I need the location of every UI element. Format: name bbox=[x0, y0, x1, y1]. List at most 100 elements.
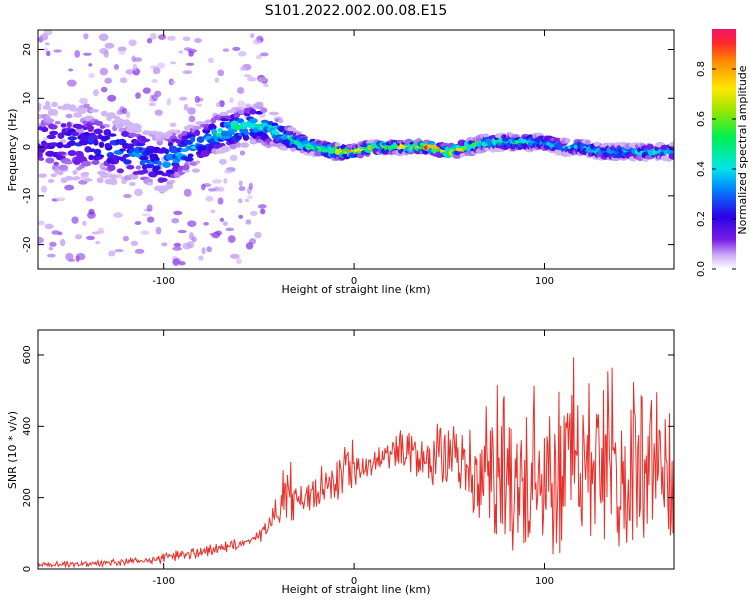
heatmap-noise-blob bbox=[172, 258, 180, 266]
heatmap-blob bbox=[152, 165, 161, 171]
heatmap-blob bbox=[44, 118, 55, 123]
heatmap-blob bbox=[60, 123, 67, 128]
snr-ticks: -100 0 100 0 200 400 600 bbox=[22, 330, 674, 587]
colorbar-gradient bbox=[712, 29, 736, 269]
heatmap-noise-blob bbox=[191, 168, 200, 173]
heatmap-noise-blob bbox=[173, 210, 183, 216]
x-tick-label: 0 bbox=[351, 276, 357, 287]
heatmap-blob bbox=[139, 155, 149, 161]
heatmap-noise-blob bbox=[118, 50, 126, 55]
heatmap-noise-blob bbox=[247, 195, 253, 200]
heatmap-blob bbox=[194, 160, 201, 164]
heatmap-blob bbox=[255, 110, 263, 115]
heatmap-blob bbox=[217, 128, 223, 133]
heatmap-blob bbox=[126, 143, 135, 149]
heatmap-blob bbox=[49, 130, 59, 136]
heatmap-noise-blob bbox=[68, 68, 74, 72]
heatmap-blob bbox=[68, 140, 76, 146]
heatmap-blob bbox=[250, 118, 258, 124]
heatmap-noise-blob bbox=[182, 242, 192, 250]
heatmap-noise-blob bbox=[99, 47, 109, 55]
heatmap-blob bbox=[120, 156, 127, 162]
heatmap-blob bbox=[669, 141, 674, 149]
heatmap-noise-blob bbox=[85, 195, 94, 202]
heatmap-noise-blob bbox=[51, 230, 61, 235]
heatmap-noise-blob bbox=[88, 73, 95, 79]
snr-series-line bbox=[38, 357, 674, 569]
heatmap-blob bbox=[220, 145, 231, 153]
heatmap-noise-blob bbox=[246, 76, 257, 82]
heatmap-noise-blob bbox=[64, 184, 75, 191]
heatmap-blob bbox=[166, 130, 172, 136]
heatmap-noise-blob bbox=[146, 37, 153, 44]
y-tick-label: 200 bbox=[22, 488, 33, 507]
heatmap-blob bbox=[38, 104, 41, 110]
heatmap-blob bbox=[48, 142, 59, 147]
heatmap-blob bbox=[108, 174, 119, 180]
heatmap-noise-blob bbox=[104, 42, 115, 49]
heatmap-blob bbox=[99, 174, 109, 178]
heatmap-noise-blob bbox=[113, 212, 123, 219]
heatmap-noise-blob bbox=[182, 36, 191, 42]
heatmap-blob bbox=[229, 128, 238, 133]
heatmap-blob bbox=[116, 168, 124, 174]
heatmap-noise-blob bbox=[183, 103, 189, 111]
heatmap-noise-blob bbox=[182, 70, 193, 75]
heatmap-noise-blob bbox=[88, 208, 95, 215]
heatmap-blob bbox=[482, 133, 489, 138]
heatmap-noise-blob bbox=[219, 217, 225, 222]
heatmap-blob bbox=[249, 108, 257, 115]
heatmap-blob bbox=[93, 148, 102, 155]
colorbar-tick-label: 0.4 bbox=[696, 161, 707, 177]
heatmap-noise-blob bbox=[227, 235, 236, 243]
heatmap-blob bbox=[66, 121, 72, 129]
heatmap-noise-blob bbox=[200, 183, 206, 191]
heatmap-blob bbox=[564, 138, 571, 144]
heatmap-noise-blob bbox=[48, 246, 54, 251]
colorbar-tick-label: 0.0 bbox=[696, 261, 707, 277]
heatmap-noise-blob bbox=[215, 101, 221, 108]
heatmap-noise-blob bbox=[248, 182, 253, 190]
heatmap-noise-blob bbox=[59, 139, 67, 144]
heatmap-noise-blob bbox=[219, 100, 225, 108]
heatmap-noise-blob bbox=[135, 92, 141, 99]
heatmap-blob bbox=[287, 130, 295, 135]
heatmap-blob bbox=[63, 160, 73, 165]
heatmap-blob bbox=[112, 115, 120, 120]
heatmap-noise-blob bbox=[178, 50, 184, 54]
heatmap-blob bbox=[158, 177, 168, 183]
heatmap-blob bbox=[91, 134, 98, 140]
heatmap-blob bbox=[120, 130, 130, 137]
heatmap-blob bbox=[278, 118, 284, 124]
heatmap-noise-blob bbox=[141, 213, 151, 217]
heatmap-blob bbox=[53, 161, 59, 166]
heatmap-blob bbox=[89, 108, 99, 113]
heatmap-noise-blob bbox=[217, 197, 224, 205]
heatmap-blob bbox=[287, 126, 297, 132]
heatmap-blob bbox=[93, 128, 103, 135]
heatmap-blob bbox=[168, 179, 176, 184]
heatmap-blob bbox=[107, 164, 116, 172]
heatmap-noise-blob bbox=[188, 115, 196, 123]
heatmap-blob bbox=[51, 101, 58, 108]
heatmap-noise-blob bbox=[55, 197, 66, 202]
heatmap-blob bbox=[75, 124, 83, 130]
heatmap-blob bbox=[83, 178, 93, 182]
heatmap-blob bbox=[164, 183, 174, 190]
heatmap-blob bbox=[76, 108, 87, 114]
heatmap-noise-blob bbox=[172, 246, 182, 251]
heatmap-noise-blob bbox=[249, 210, 258, 217]
heatmap-noise-blob bbox=[146, 204, 153, 212]
heatmap-blob bbox=[175, 129, 181, 135]
heatmap-noise-blob bbox=[71, 216, 79, 224]
heatmap-noise-blob bbox=[222, 48, 230, 52]
heatmap-blob bbox=[95, 120, 103, 126]
heatmap-blob bbox=[149, 153, 159, 160]
heatmap-noise-blob bbox=[46, 50, 51, 57]
heatmap-noise-blob bbox=[243, 74, 252, 78]
heatmap-blob bbox=[240, 142, 250, 148]
y-tick-label: 0 bbox=[22, 566, 33, 572]
heatmap-noise-blob bbox=[173, 242, 182, 248]
heatmap-blob bbox=[229, 143, 237, 149]
